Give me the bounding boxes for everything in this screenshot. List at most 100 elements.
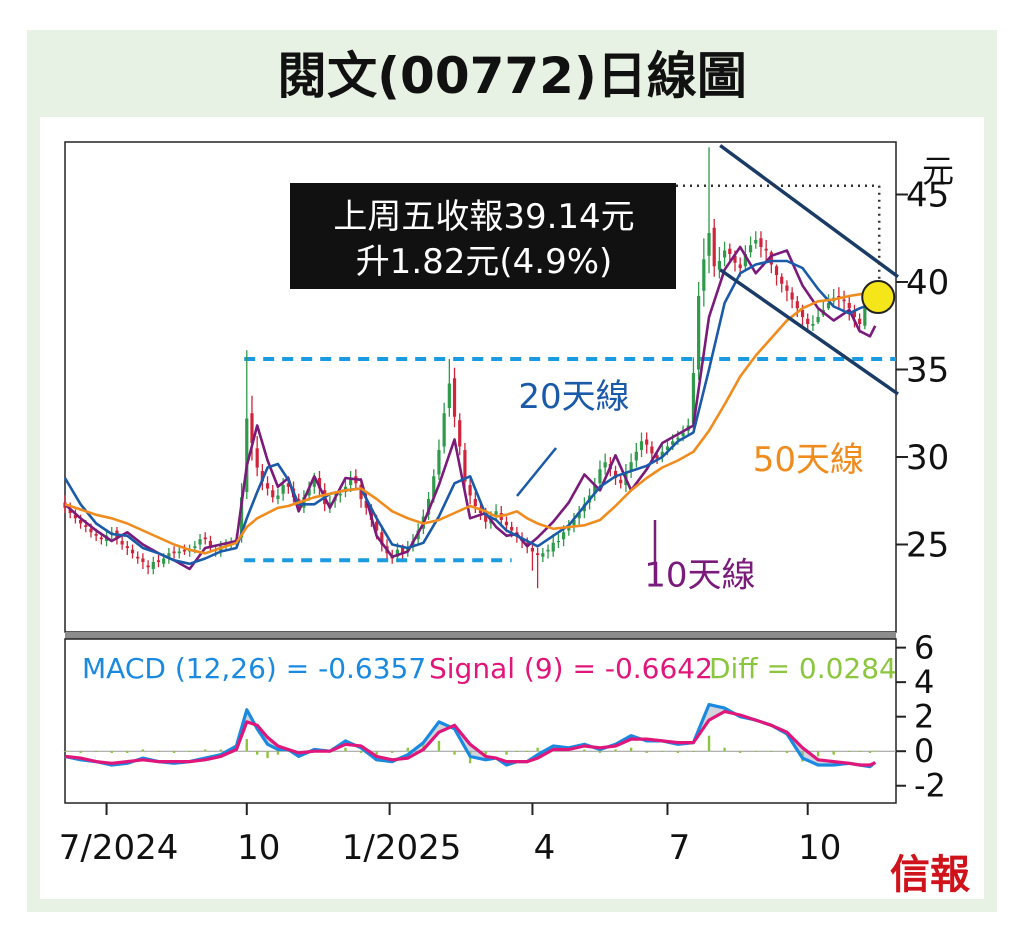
macd-histogram-bar [453,751,456,755]
legend-macd: MACD (12,26) = -0.6357 [82,652,426,685]
candle-body [198,539,202,545]
candle-body [660,451,664,457]
macd-histogram-bar [707,735,711,752]
macd-histogram-bar [188,751,191,753]
candle-body [681,432,685,436]
macd-histogram-bar [676,751,680,753]
candle-body [245,418,249,492]
x-tick-label: 10 [237,828,280,868]
macd-histogram-bar [770,751,773,753]
candle-body [629,462,633,471]
macd-histogram-bar [505,751,508,755]
candle-body [562,532,566,540]
candle-body [619,479,623,484]
candle-body [852,310,857,317]
candle-body [380,532,384,545]
candle-body [754,240,758,244]
candle-body [146,565,150,568]
candle-body [156,560,161,562]
macd-histogram-bar [344,747,347,752]
y-tick-label: 45 [906,176,949,216]
macd-histogram-bar [375,751,378,755]
candle-body [504,521,509,526]
macd-histogram-bar [785,751,789,753]
macd-histogram-bar [406,747,409,752]
candle-body [125,546,129,548]
reference-lines [244,357,896,563]
series-line-3 [64,289,876,555]
legend-signal: Signal (9) = -0.6642 [429,652,713,685]
ma50-label: 50天線 [753,440,864,480]
macd-histogram-bar [157,751,160,753]
x-tick-label: 7 [669,828,691,868]
macd-histogram-bar [63,751,67,753]
macd-histogram-bar [287,751,290,753]
macd-histogram-bar [645,751,648,753]
candle-body [78,520,83,524]
candle-body [536,553,540,555]
candle-body [437,450,441,475]
series-line-2 [63,259,876,566]
candle-body [89,528,93,533]
candle-body [826,303,831,309]
macd-histogram-bar [359,751,363,753]
macd-histogram-bar [515,751,519,753]
macd-histogram-bar [848,751,851,753]
candle-body [203,537,207,540]
candle-body [650,446,654,454]
candle-body [639,441,644,450]
candle-body [717,261,722,270]
ma10-label: 10天線 [644,556,755,596]
candle-body [645,439,649,445]
candle-body [593,485,597,494]
macd-histogram-bar [484,751,487,755]
candle-body [162,558,166,564]
candle-body [447,383,451,408]
candle-body [458,420,462,447]
candle-body [494,511,498,515]
candle-body [73,514,77,519]
candle-body [265,483,270,489]
x-tick-label: 4 [534,828,556,868]
candle-body [733,255,737,263]
candle-body [99,537,103,540]
macd-panel: MACD (12,26) = -0.6357 Signal (9) = -0.6… [63,638,897,804]
macd-histogram-bar [266,751,269,759]
candle-body [84,525,88,527]
candle-body [255,448,259,468]
candle-body [728,248,732,254]
candle-body [281,485,285,494]
candle-body [193,546,197,548]
macd-histogram-bar [276,751,280,755]
candle-body [239,497,244,538]
panel-separator [65,632,896,639]
price-y-unit: 元 [922,152,954,190]
ma20-label: 20天線 [518,377,629,417]
candle-body [208,541,213,547]
macd-histogram-bar [172,751,176,753]
candle-body [774,266,779,275]
candle-body [577,513,581,519]
candle-body [338,493,342,496]
macd-histogram-bar [245,739,248,752]
macd-histogram-bar [738,751,742,753]
callout-line-1: 上周五收報39.14元 [333,197,634,237]
macd-histogram-bar [437,740,441,752]
candle-body [349,478,353,485]
macd-histogram-bar [874,750,877,752]
candle-body [468,485,472,496]
x-tick-label: 7/2024 [59,828,179,868]
macd-y-tick-label: 4 [914,663,934,701]
candle-body [68,509,72,513]
candle-body [182,549,187,552]
candle-body [307,488,311,496]
candle-body [863,297,867,326]
candle-body [551,542,555,552]
macd-histogram-bar [126,751,129,753]
candle-body [837,296,841,298]
macd-histogram-bar [661,751,664,753]
macd-histogram-bar [141,749,145,752]
candle-body [811,324,815,326]
candle-body [359,485,363,499]
candle-body [375,521,379,531]
